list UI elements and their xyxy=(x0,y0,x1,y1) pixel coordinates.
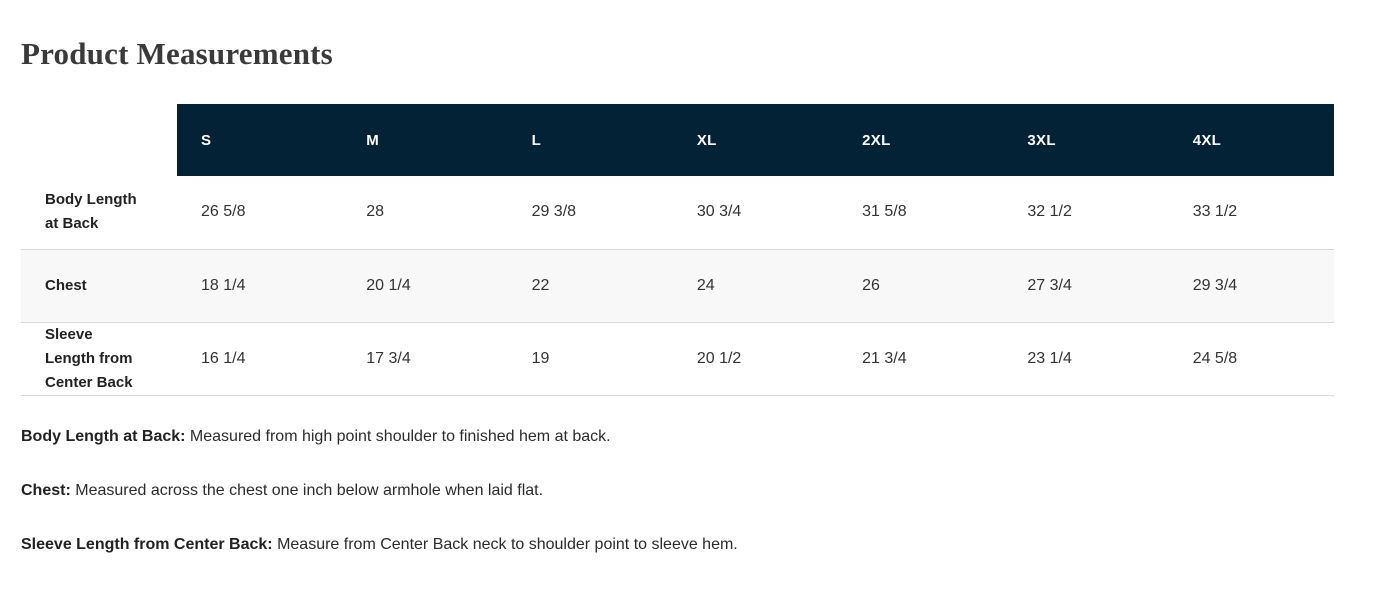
measurement-cell: 26 xyxy=(838,249,1004,323)
measurement-cell: 22 xyxy=(507,249,673,323)
measurement-cell: 29 3/8 xyxy=(507,176,673,250)
measurement-cell: 24 xyxy=(672,249,839,323)
measurement-cell: 28 xyxy=(342,176,508,250)
note-definition: Measured from high point shoulder to fin… xyxy=(189,427,611,445)
size-column-header-xl: XL xyxy=(672,104,839,176)
measurement-cell: 33 1/2 xyxy=(1168,176,1334,250)
measurement-cell: 16 1/4 xyxy=(177,322,343,396)
note-term: Chest: xyxy=(21,481,71,499)
measurement-cell: 21 3/4 xyxy=(838,322,1004,396)
table-row-chest: Chest 18 1/4 20 1/4 22 24 26 27 3/4 29 3… xyxy=(21,249,1334,323)
note-body-length: Body Length at Back: Measured from high … xyxy=(21,425,1334,449)
row-label-sleeve-length: Sleeve Length from Center Back xyxy=(21,322,177,396)
measurement-cell: 18 1/4 xyxy=(177,249,343,323)
size-column-header-m: M xyxy=(342,104,508,176)
measurement-cell: 24 5/8 xyxy=(1168,322,1334,396)
note-chest: Chest: Measured across the chest one inc… xyxy=(21,479,1334,503)
measurement-cell: 26 5/8 xyxy=(177,176,343,250)
row-label-body-length: Body Length at Back xyxy=(21,176,177,250)
note-sleeve-length: Sleeve Length from Center Back: Measure … xyxy=(21,533,1334,557)
measurement-cell: 20 1/2 xyxy=(672,322,839,396)
table-row-sleeve-length: Sleeve Length from Center Back 16 1/4 17… xyxy=(21,322,1334,396)
note-definition: Measure from Center Back neck to shoulde… xyxy=(277,535,738,553)
header-corner-cell xyxy=(21,104,177,176)
size-column-header-4xl: 4XL xyxy=(1168,104,1334,176)
note-definition: Measured across the chest one inch below… xyxy=(75,481,544,499)
measurement-cell: 17 3/4 xyxy=(342,322,508,396)
measurement-definitions: Body Length at Back: Measured from high … xyxy=(21,425,1334,557)
measurement-cell: 27 3/4 xyxy=(1003,249,1169,323)
size-column-header-2xl: 2XL xyxy=(838,104,1004,176)
note-term: Sleeve Length from Center Back: xyxy=(21,535,273,553)
size-column-header-l: L xyxy=(507,104,673,176)
row-label-chest: Chest xyxy=(21,249,177,323)
measurement-cell: 32 1/2 xyxy=(1003,176,1169,250)
table-header-row: S M L XL 2XL 3XL 4XL xyxy=(21,104,1334,176)
measurement-cell: 31 5/8 xyxy=(838,176,1004,250)
measurement-cell: 20 1/4 xyxy=(342,249,508,323)
note-term: Body Length at Back: xyxy=(21,427,186,445)
size-column-header-3xl: 3XL xyxy=(1003,104,1169,176)
measurement-cell: 19 xyxy=(507,322,673,396)
product-measurements-section: Product Measurements S M L XL 2XL 3XL 4X… xyxy=(21,36,1334,557)
page-title: Product Measurements xyxy=(21,36,333,71)
measurement-cell: 23 1/4 xyxy=(1003,322,1169,396)
table-row-body-length: Body Length at Back 26 5/8 28 29 3/8 30 … xyxy=(21,176,1334,250)
measurement-cell: 29 3/4 xyxy=(1168,249,1334,323)
measurements-table: S M L XL 2XL 3XL 4XL Body Length at Back… xyxy=(21,104,1334,396)
size-column-header-s: S xyxy=(177,104,343,176)
measurement-cell: 30 3/4 xyxy=(672,176,839,250)
